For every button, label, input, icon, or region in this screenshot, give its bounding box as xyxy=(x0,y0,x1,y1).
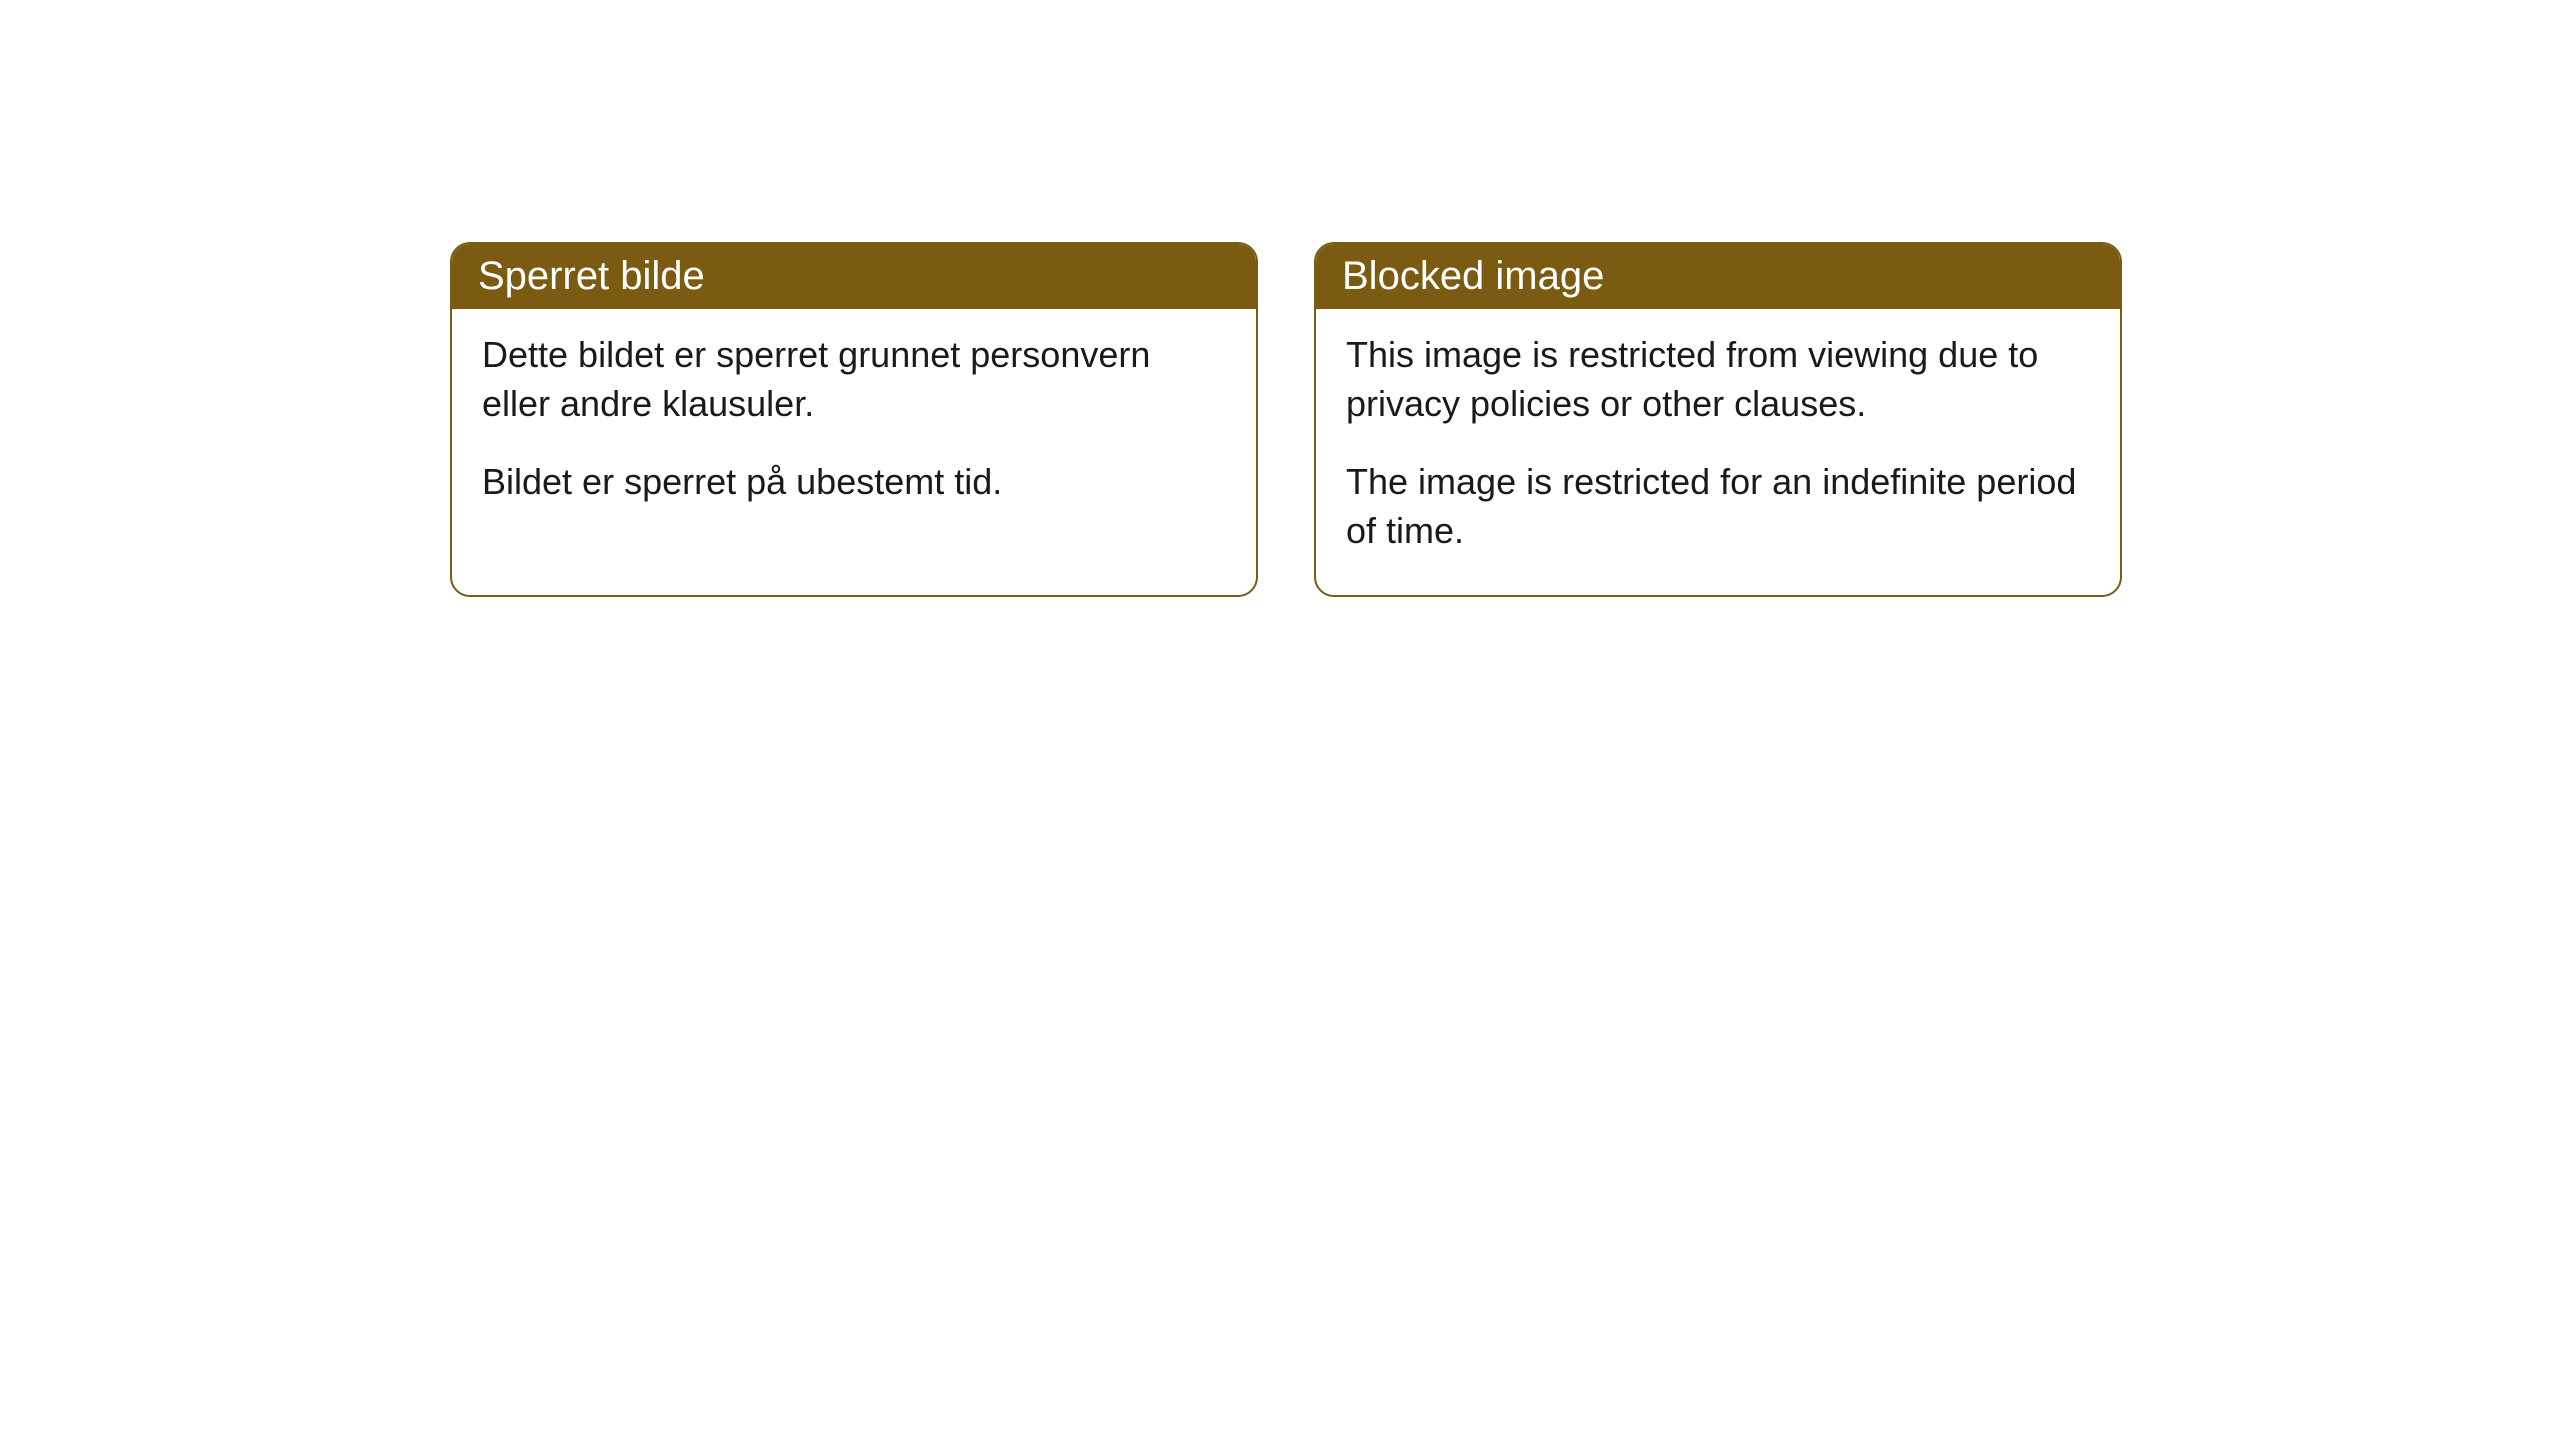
card-header: Blocked image xyxy=(1316,244,2120,309)
card-header: Sperret bilde xyxy=(452,244,1256,309)
blocked-image-card-english: Blocked image This image is restricted f… xyxy=(1314,242,2122,597)
card-paragraph: Bildet er sperret på ubestemt tid. xyxy=(482,458,1226,507)
card-title: Blocked image xyxy=(1342,254,1604,298)
card-paragraph: The image is restricted for an indefinit… xyxy=(1346,458,2090,555)
card-body: Dette bildet er sperret grunnet personve… xyxy=(452,309,1256,547)
notice-cards-container: Sperret bilde Dette bildet er sperret gr… xyxy=(450,242,2122,597)
card-paragraph: Dette bildet er sperret grunnet personve… xyxy=(482,331,1226,428)
card-body: This image is restricted from viewing du… xyxy=(1316,309,2120,595)
card-title: Sperret bilde xyxy=(478,254,705,298)
card-paragraph: This image is restricted from viewing du… xyxy=(1346,331,2090,428)
blocked-image-card-norwegian: Sperret bilde Dette bildet er sperret gr… xyxy=(450,242,1258,597)
